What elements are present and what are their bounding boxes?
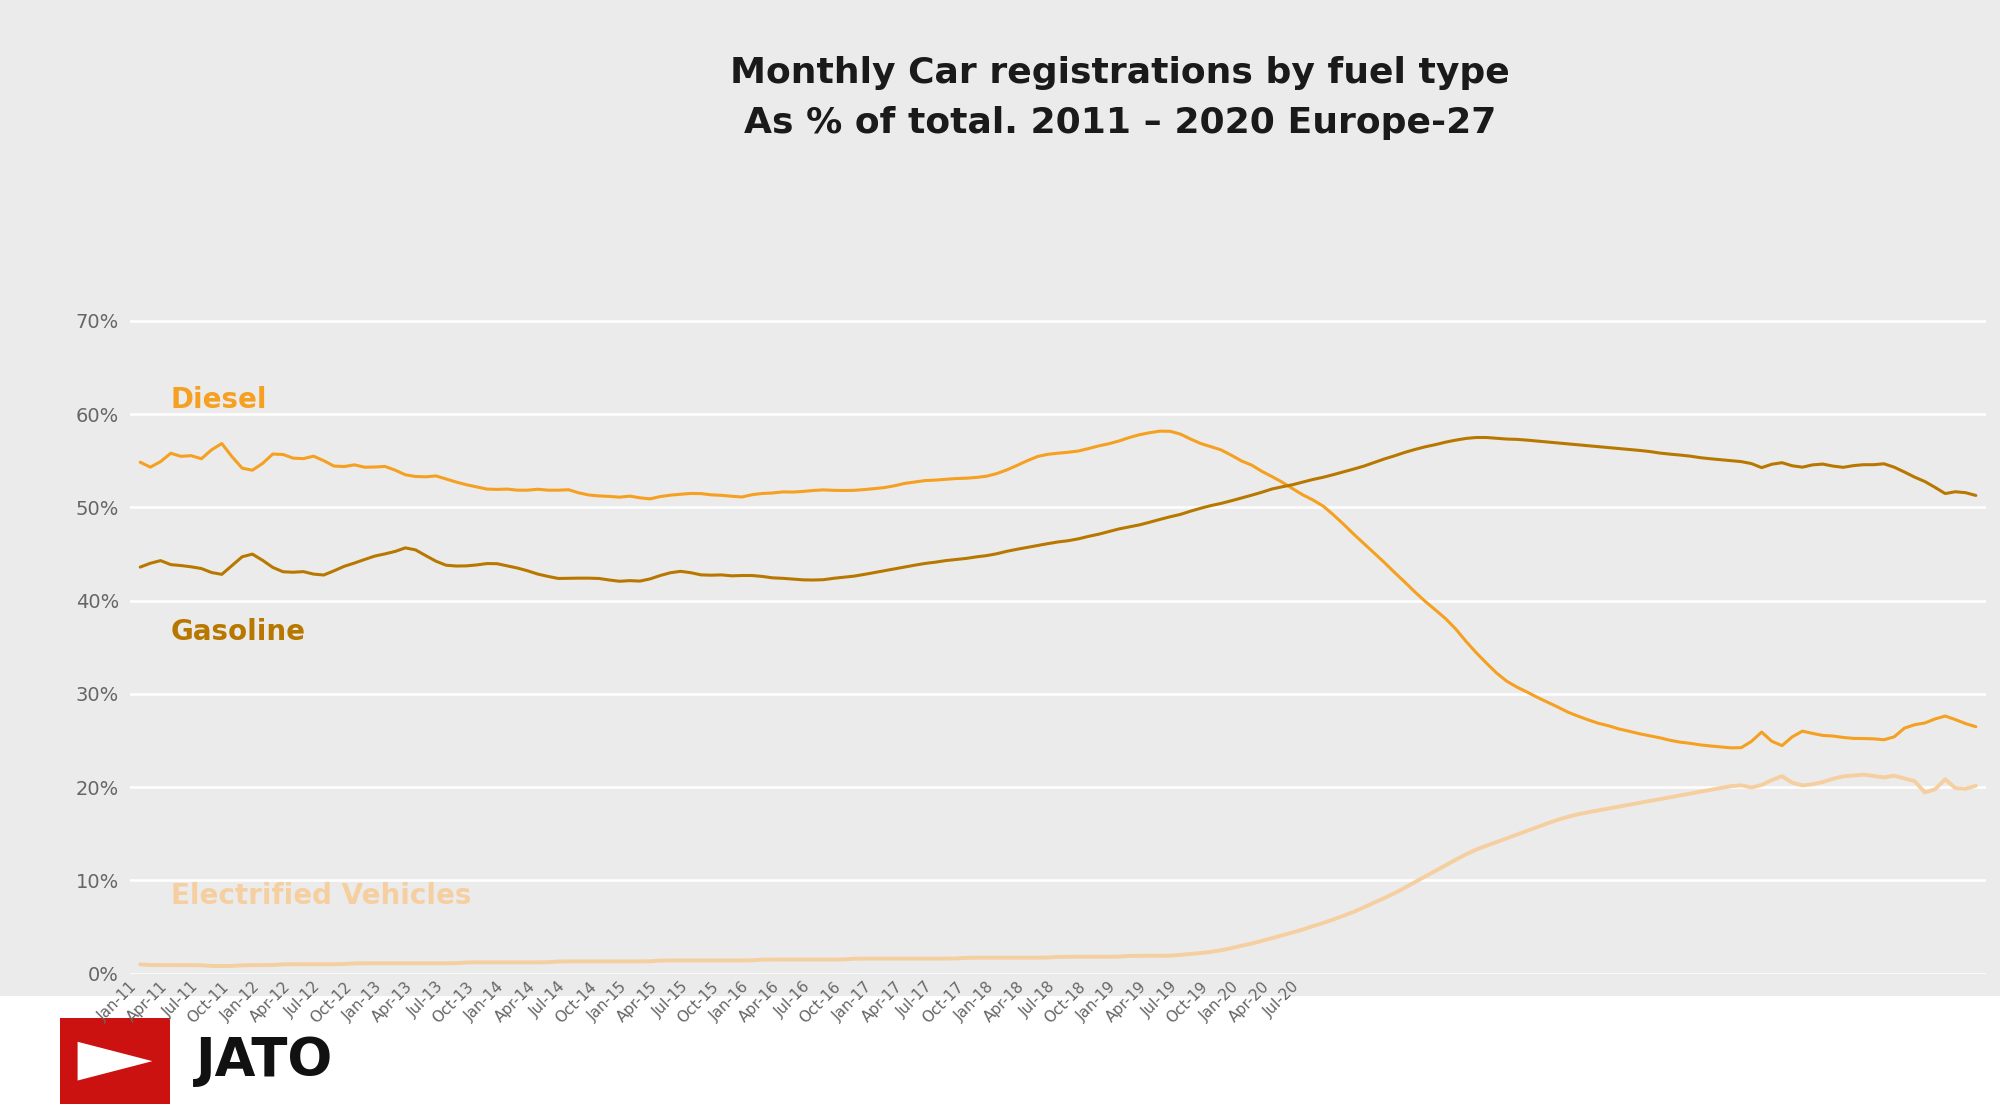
Text: Diesel: Diesel bbox=[170, 386, 268, 414]
Text: Gasoline: Gasoline bbox=[170, 618, 306, 646]
Text: As % of total. 2011 – 2020 Europe-27: As % of total. 2011 – 2020 Europe-27 bbox=[744, 106, 1496, 140]
Bar bbox=[60, 1018, 170, 1104]
Text: JATO: JATO bbox=[196, 1035, 334, 1088]
Text: Monthly Car registrations by fuel type: Monthly Car registrations by fuel type bbox=[730, 56, 1510, 90]
Polygon shape bbox=[78, 1042, 152, 1081]
Text: Electrified Vehicles: Electrified Vehicles bbox=[170, 882, 472, 910]
